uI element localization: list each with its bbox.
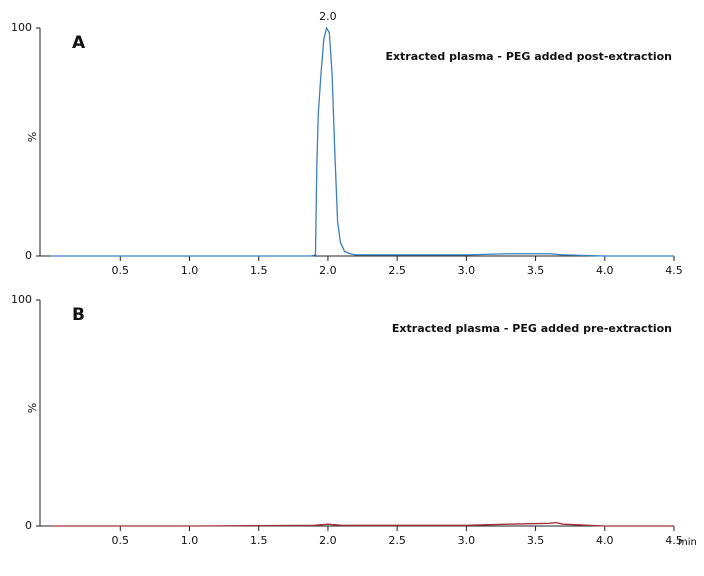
x-tick-label: 0.5 bbox=[112, 534, 130, 547]
x-axis-label: min bbox=[678, 537, 697, 548]
x-tick-label: 2.0 bbox=[319, 534, 337, 547]
x-tick-label: 4.5 bbox=[665, 534, 683, 547]
trace bbox=[51, 26, 674, 257]
x-tick-label: 3.0 bbox=[458, 534, 476, 547]
y-axis-label: % bbox=[26, 403, 39, 413]
trace bbox=[51, 521, 674, 527]
x-tick-label: 4.0 bbox=[596, 264, 614, 277]
y-tick-label: 100 bbox=[11, 21, 32, 34]
x-tick-label: 1.0 bbox=[181, 264, 199, 277]
x-tick-label: 2.5 bbox=[388, 264, 406, 277]
panel-subtitle: Extracted plasma - PEG added pre-extract… bbox=[392, 322, 672, 335]
panel-label: A bbox=[72, 33, 86, 53]
x-tick-label: 2.0 bbox=[319, 264, 337, 277]
peak-label: 2.0 bbox=[319, 10, 337, 23]
y-tick-label: 0 bbox=[25, 249, 32, 262]
x-tick-label: 3.5 bbox=[527, 534, 545, 547]
y-tick-label: 0 bbox=[25, 519, 32, 532]
x-tick-label: 3.5 bbox=[527, 264, 545, 277]
panel-label: B bbox=[72, 305, 85, 325]
panel-subtitle: Extracted plasma - PEG added post-extrac… bbox=[385, 50, 672, 63]
x-tick-label: 4.5 bbox=[665, 264, 683, 277]
x-tick-label: 1.5 bbox=[250, 534, 268, 547]
x-tick-label: 4.0 bbox=[596, 534, 614, 547]
y-tick-label: 100 bbox=[11, 293, 32, 306]
x-tick-label: 0.5 bbox=[112, 264, 130, 277]
y-axis-label: % bbox=[26, 132, 39, 142]
x-tick-label: 1.0 bbox=[181, 534, 199, 547]
x-tick-label: 3.0 bbox=[458, 264, 476, 277]
x-tick-label: 2.5 bbox=[388, 534, 406, 547]
x-tick-label: 1.5 bbox=[250, 264, 268, 277]
